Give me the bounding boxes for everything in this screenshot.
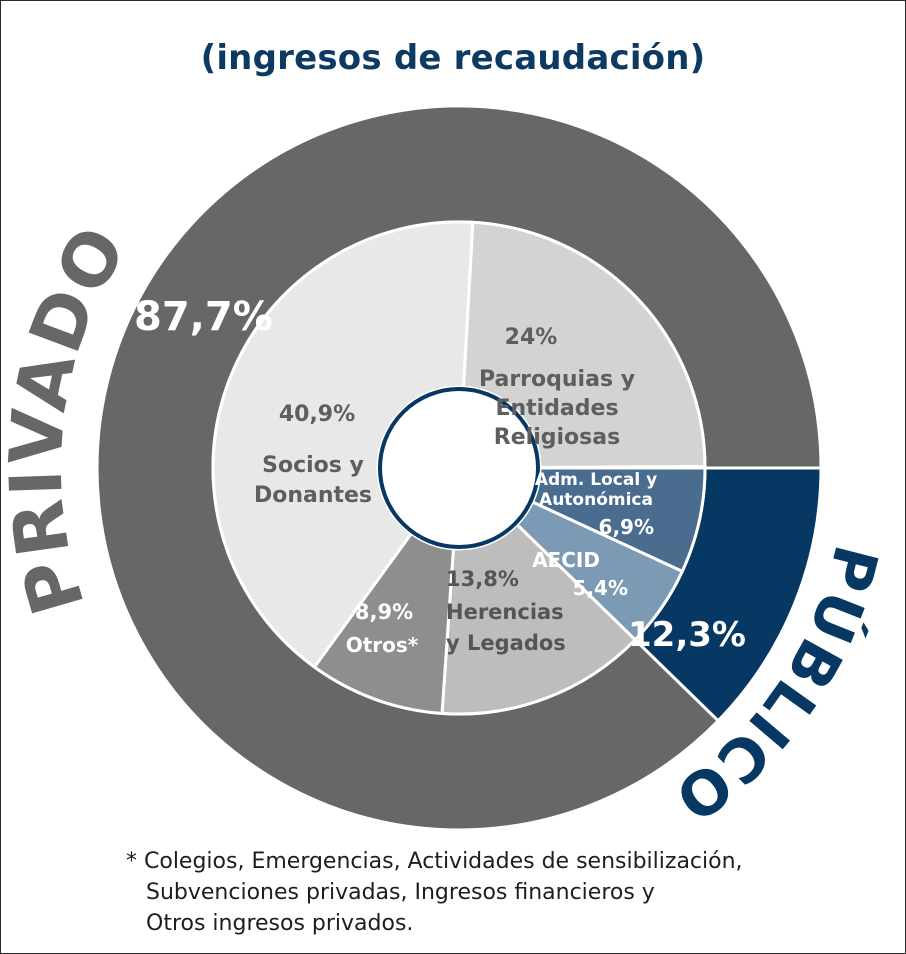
value-label-adm-local: 6,9% [599,515,654,539]
footnote-line-1: * Colegios, Emergencias, Actividades de … [126,849,743,874]
chart-title: (ingresos de recaudación) [200,38,706,78]
name-label-herencias-0: Herencias [446,600,564,624]
name-label-adm-local-1: Autonómica [539,490,653,510]
name-label-aecid-0: AECID [532,548,600,572]
footnote-line-2: Subvenciones privadas, Ingresos financie… [146,880,655,905]
name-label-otros-0: Otros* [346,633,419,657]
name-label-parroquias-0: Parroquias y [479,367,635,392]
value-label-herencias: 13,8% [446,567,519,591]
value-label-aecid: 5,4% [573,576,628,600]
value-label-parroquias: 24% [505,325,558,350]
value-label-otros: 8,9% [355,600,413,624]
inner-ring [211,220,707,716]
outer-ring [95,104,823,832]
name-label-socios-0: Socios y [262,453,364,478]
name-label-socios-1: Donantes [254,483,372,508]
value-label-publico: 12,3% [628,615,746,655]
name-label-parroquias-1: Entidades [495,396,618,421]
name-label-herencias-1: y Legados [446,631,566,655]
center-hole [378,387,540,549]
footnote-line-3: Otros ingresos privados. [146,911,414,936]
name-label-parroquias-2: Religiosas [494,425,620,450]
value-label-socios: 40,9% [279,402,355,427]
name-label-adm-local-0: Adm. Local y [535,470,657,490]
outer-ring-labels: 87,7% 12,3% [134,294,746,655]
value-label-privado: 87,7% [134,294,273,340]
footnote: * Colegios, Emergencias, Actividades de … [126,846,846,939]
